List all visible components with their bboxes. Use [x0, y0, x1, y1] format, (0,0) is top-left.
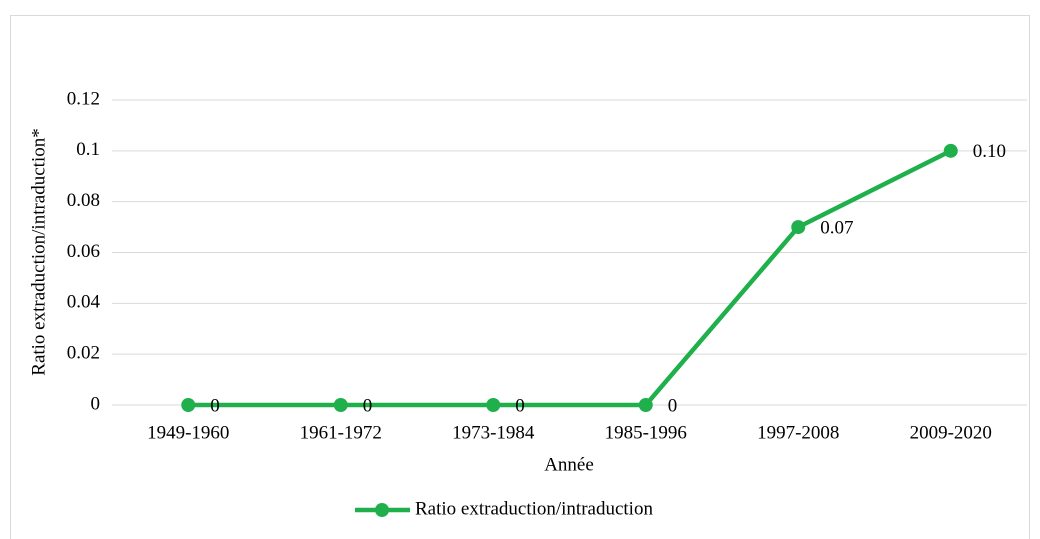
data-point [791, 220, 806, 235]
x-tick-label: 1997-2008 [757, 422, 839, 443]
x-tick-label: 1973-1984 [452, 422, 535, 443]
y-tick-label: 0.06 [67, 241, 100, 262]
data-label: 0 [668, 395, 678, 416]
x-tick-label: 1985-1996 [605, 422, 687, 443]
data-point [181, 398, 196, 412]
x-tick-label: 1949-1960 [147, 422, 229, 443]
data-label: 0 [515, 395, 525, 416]
data-point [638, 398, 653, 412]
chart-frame [10, 15, 1030, 539]
x-tick-label: 1961-1972 [300, 422, 382, 443]
y-tick-label: 0.1 [76, 139, 100, 160]
data-label: 0.07 [820, 217, 853, 238]
data-label: 0 [363, 395, 373, 416]
data-point [943, 143, 958, 158]
series-line [188, 148, 952, 408]
data-point [333, 398, 348, 412]
x-axis-title: Année [544, 454, 594, 475]
legend-marker [375, 503, 389, 517]
legend-label: Ratio extraduction/intraduction [415, 498, 653, 519]
data-point [486, 398, 501, 412]
y-tick-label: 0.02 [67, 343, 100, 364]
x-tick-label: 2009-2020 [910, 422, 992, 443]
data-label: 0.10 [973, 141, 1006, 162]
y-tick-label: 0.08 [67, 190, 100, 211]
y-tick-label: 0.12 [67, 88, 100, 109]
y-tick-label: 0 [91, 393, 101, 414]
y-axis-title: Ratio extraduction/intraduction* [28, 128, 49, 375]
data-label: 0 [210, 395, 220, 416]
y-tick-label: 0.04 [67, 292, 101, 313]
